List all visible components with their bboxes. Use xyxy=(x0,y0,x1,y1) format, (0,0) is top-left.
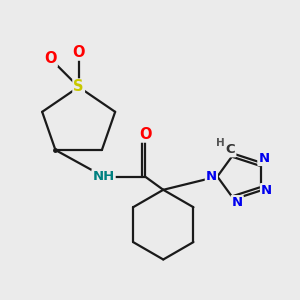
Text: N: N xyxy=(232,196,243,209)
Text: NH: NH xyxy=(92,170,115,183)
Text: O: O xyxy=(72,45,85,60)
Text: H: H xyxy=(216,138,224,148)
Text: O: O xyxy=(44,51,57,66)
Text: S: S xyxy=(74,80,84,94)
Text: C: C xyxy=(226,143,236,156)
Text: N: N xyxy=(261,184,272,197)
Text: N: N xyxy=(258,152,269,165)
Text: N: N xyxy=(206,170,217,183)
Text: O: O xyxy=(139,127,151,142)
